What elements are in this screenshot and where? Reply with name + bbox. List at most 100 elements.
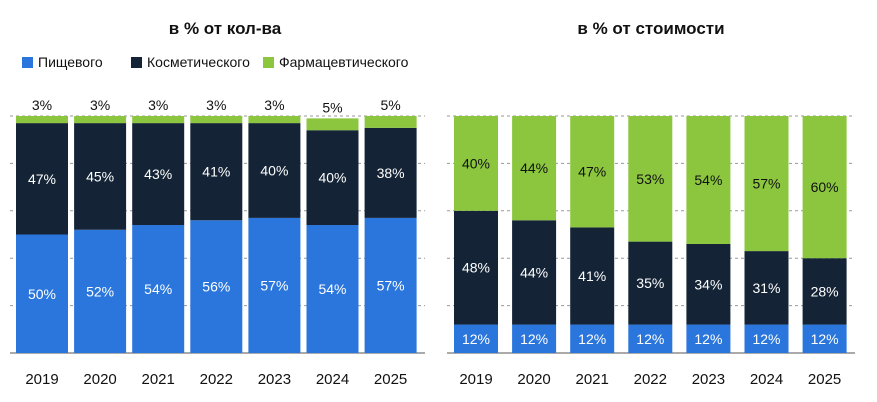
legend-swatch-cosmetic (131, 57, 142, 68)
right-bar-cosmetic-2025 (802, 258, 847, 325)
right-label-cosmetic-2021: 41% (578, 268, 606, 284)
right-label-pharma-2022: 53% (636, 171, 664, 187)
right-bar-pharma-2020 (512, 116, 557, 221)
left-label-food-2022: 56% (202, 279, 230, 295)
left-label-food-2023: 57% (260, 277, 288, 293)
left-bar-pharma-2019 (16, 116, 68, 124)
left-bar-pharma-2020 (74, 116, 127, 124)
right-label-food-2025: 12% (811, 331, 839, 347)
right-bar-food-2024 (744, 324, 789, 353)
right-bar-pharma-2019 (454, 116, 498, 211)
left-bar-cosmetic-2024 (306, 130, 359, 226)
legend-label-cosmetic: Косметического (147, 54, 250, 70)
right-bar-food-2020 (512, 324, 557, 353)
right-bar-food-2022 (628, 324, 673, 353)
left-bar-pharma-2022 (190, 116, 243, 124)
right-label-pharma-2024: 57% (752, 176, 780, 192)
left-label-pharma-2020: 3% (90, 97, 110, 113)
right-label-cosmetic-2022: 35% (636, 275, 664, 291)
right-bar-cosmetic-2021 (570, 227, 615, 325)
left-label-cosmetic-2023: 40% (260, 163, 288, 179)
left-bar-cosmetic-2023 (248, 123, 301, 218)
legend-label-pharma: Фармацевтического (279, 54, 409, 70)
right-bar-pharma-2024 (744, 116, 789, 252)
right-label-food-2023: 12% (694, 331, 722, 347)
right-label-pharma-2020: 44% (520, 160, 548, 176)
left-bar-pharma-2025 (364, 116, 417, 128)
left-bar-cosmetic-2022 (190, 123, 243, 221)
left-bar-cosmetic-2025 (364, 127, 417, 218)
left-bar-cosmetic-2019 (16, 123, 68, 235)
left-chart-title: в % от кол-ва (169, 19, 282, 38)
left-x-tick-2025: 2025 (374, 371, 407, 388)
left-bar-cosmetic-2021 (132, 123, 185, 226)
left-label-pharma-2023: 3% (264, 97, 284, 113)
right-label-pharma-2021: 47% (578, 164, 606, 180)
right-chart-title: в % от стоимости (577, 19, 724, 38)
right-x-tick-2025: 2025 (808, 371, 841, 388)
left-bar-pharma-2023 (248, 116, 301, 124)
left-label-food-2024: 54% (318, 281, 346, 297)
right-label-food-2021: 12% (578, 331, 606, 347)
left-bar-food-2024 (306, 225, 359, 353)
right-bar-pharma-2025 (802, 116, 847, 259)
left-x-tick-2023: 2023 (258, 371, 291, 388)
left-bar-pharma-2024 (306, 118, 359, 131)
left-bar-food-2019 (16, 234, 68, 353)
right-bar-pharma-2023 (686, 116, 731, 244)
left-label-food-2025: 57% (377, 277, 405, 293)
right-bar-cosmetic-2020 (512, 220, 557, 325)
right-bar-cosmetic-2019 (454, 210, 498, 325)
left-bar-food-2020 (74, 229, 127, 353)
right-chart-plot: 12% 48% 40% 2019 12% 44% 44% 2020 12% 41% 47% 2021 1… (447, 115, 855, 388)
legend-swatch-food (22, 57, 33, 68)
legend-swatch-pharma (263, 57, 274, 68)
left-bar-cosmetic-2020 (74, 123, 127, 230)
right-bar-cosmetic-2024 (744, 251, 789, 325)
right-label-cosmetic-2025: 28% (811, 283, 839, 299)
left-label-cosmetic-2024: 40% (318, 170, 346, 186)
left-x-tick-2022: 2022 (200, 371, 233, 388)
right-x-tick-2019: 2019 (459, 371, 492, 388)
right-label-food-2019: 12% (462, 331, 490, 347)
right-x-tick-2023: 2023 (692, 371, 725, 388)
left-x-tick-2019: 2019 (25, 371, 58, 388)
right-label-cosmetic-2020: 44% (520, 264, 548, 280)
left-label-pharma-2024: 5% (322, 99, 342, 115)
left-label-food-2021: 54% (144, 281, 172, 297)
right-bar-cosmetic-2022 (628, 241, 673, 325)
left-label-cosmetic-2025: 38% (377, 165, 405, 181)
right-x-tick-2021: 2021 (576, 371, 609, 388)
left-bar-food-2025 (364, 217, 417, 353)
right-bar-food-2025 (802, 324, 847, 353)
right-bar-cosmetic-2023 (686, 243, 731, 325)
left-label-pharma-2025: 5% (380, 97, 400, 113)
right-label-food-2024: 12% (752, 331, 780, 347)
right-label-cosmetic-2019: 48% (462, 260, 490, 276)
right-x-tick-2022: 2022 (634, 371, 667, 388)
left-label-food-2020: 52% (86, 283, 114, 299)
left-label-pharma-2022: 3% (206, 97, 226, 113)
right-bar-pharma-2022 (628, 116, 673, 242)
right-label-food-2022: 12% (636, 331, 664, 347)
legend-label-food: Пищевого (38, 54, 103, 70)
right-bar-food-2021 (570, 324, 615, 353)
left-label-cosmetic-2021: 43% (144, 166, 172, 182)
right-x-tick-2020: 2020 (517, 371, 550, 388)
left-label-cosmetic-2019: 47% (28, 171, 56, 187)
right-label-pharma-2025: 60% (811, 179, 839, 195)
left-x-tick-2024: 2024 (316, 371, 349, 388)
legend: Пищевого Косметического Фармацевтическог… (22, 54, 409, 70)
left-chart-plot: 50% 47% 3% 2019 52% 45% 3% 2020 54% 43% 3% 2021 56% 4… (10, 97, 425, 388)
left-bar-pharma-2021 (132, 116, 185, 124)
right-label-pharma-2023: 54% (694, 172, 722, 188)
right-label-pharma-2019: 40% (462, 155, 490, 171)
right-bar-food-2023 (686, 324, 731, 353)
left-x-tick-2021: 2021 (142, 371, 175, 388)
left-label-pharma-2019: 3% (32, 97, 52, 113)
right-label-food-2020: 12% (520, 331, 548, 347)
left-label-food-2019: 50% (28, 286, 56, 302)
left-label-pharma-2021: 3% (148, 97, 168, 113)
right-bar-pharma-2021 (570, 116, 615, 228)
